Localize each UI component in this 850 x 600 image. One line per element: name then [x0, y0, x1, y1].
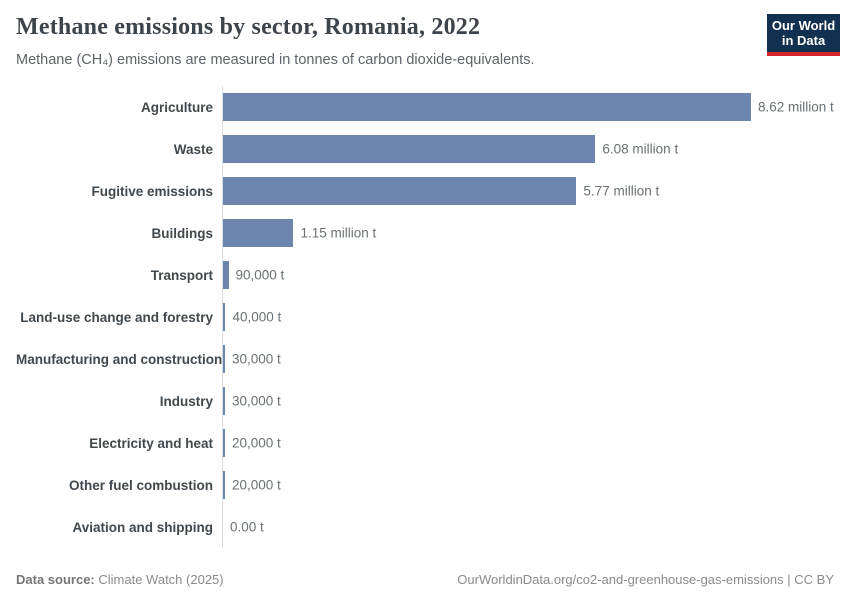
- chart-title: Methane emissions by sector, Romania, 20…: [16, 14, 481, 40]
- value-label: 90,000 t: [235, 267, 285, 283]
- chart-row: Buildings 1.15 million t: [16, 212, 834, 254]
- bar[interactable]: [223, 261, 229, 289]
- bar-area: 0.00 t: [222, 513, 834, 541]
- value-label: 30,000 t: [232, 393, 281, 409]
- category-label: Electricity and heat: [89, 435, 213, 451]
- data-source: Data source: Climate Watch (2025): [16, 572, 224, 587]
- owid-logo[interactable]: Our World in Data: [767, 14, 840, 56]
- logo-text-line2: in Data: [781, 33, 826, 49]
- bar-area: 30,000 t: [222, 345, 834, 373]
- chart-row: Other fuel combustion 20,000 t: [16, 464, 834, 506]
- bar[interactable]: [223, 219, 294, 247]
- data-source-value: Climate Watch (2025): [98, 572, 224, 587]
- value-label: 20,000 t: [232, 435, 281, 451]
- chart-row: Waste 6.08 million t: [16, 128, 834, 170]
- category-label: Waste: [173, 141, 213, 157]
- category-label: Manufacturing and construction: [16, 351, 222, 367]
- chart-row: Transport 90,000 t: [16, 254, 834, 296]
- bar[interactable]: [223, 471, 225, 499]
- category-label: Aviation and shipping: [72, 519, 214, 535]
- value-label: 20,000 t: [232, 477, 281, 493]
- chart-subtitle: Methane (CH₄) emissions are measured in …: [16, 52, 535, 68]
- category-label: Transport: [150, 267, 213, 283]
- bar[interactable]: [223, 303, 226, 331]
- category-label: Fugitive emissions: [91, 183, 213, 199]
- bar-area: 6.08 million t: [222, 135, 834, 163]
- chart-row: Agriculture 8.62 million t: [16, 86, 834, 128]
- logo-text-line1: Our World: [771, 18, 836, 33]
- chart-footer: Data source: Climate Watch (2025) OurWor…: [16, 572, 834, 587]
- bar-area: 30,000 t: [222, 387, 834, 415]
- bar-area: 40,000 t: [222, 303, 834, 331]
- category-label: Land-use change and forestry: [20, 309, 213, 325]
- bar-area: 8.62 million t: [222, 93, 834, 121]
- value-label: 6.08 million t: [602, 141, 679, 157]
- category-label: Buildings: [151, 225, 214, 241]
- value-label: 0.00 t: [230, 519, 264, 535]
- bar-area: 5.77 million t: [222, 177, 834, 205]
- category-label: Agriculture: [140, 99, 213, 115]
- value-label: 8.62 million t: [758, 99, 834, 115]
- chart-row: Electricity and heat 20,000 t: [16, 422, 834, 464]
- chart-row: Manufacturing and construction 30,000 t: [16, 338, 834, 380]
- chart-row: Land-use change and forestry 40,000 t: [16, 296, 834, 338]
- bar-chart: Agriculture 8.62 million t Waste 6.08 milli…: [16, 86, 834, 548]
- category-label: Other fuel combustion: [68, 477, 213, 493]
- bar-area: 1.15 million t: [222, 219, 834, 247]
- chart-row: Fugitive emissions 5.77 million t: [16, 170, 834, 212]
- bar[interactable]: [223, 345, 225, 373]
- bar-area: 20,000 t: [222, 471, 834, 499]
- footer-citation-link[interactable]: OurWorldinData.org/co2-and-greenhouse-ga…: [457, 572, 834, 587]
- value-label: 30,000 t: [232, 351, 281, 367]
- value-label: 1.15 million t: [300, 225, 377, 241]
- value-label: 5.77 million t: [583, 183, 660, 199]
- chart-row: Industry 30,000 t: [16, 380, 834, 422]
- data-source-label: Data source:: [16, 572, 95, 587]
- bar[interactable]: [223, 387, 225, 415]
- bar-area: 20,000 t: [222, 429, 834, 457]
- chart-row: Aviation and shipping 0.00 t: [16, 506, 834, 548]
- value-label: 40,000 t: [232, 309, 282, 325]
- bar[interactable]: [223, 429, 225, 457]
- bar[interactable]: [223, 177, 577, 205]
- bar[interactable]: [223, 135, 596, 163]
- category-label: Industry: [159, 393, 213, 409]
- y-axis-line: [222, 86, 223, 548]
- chart-rows: Agriculture 8.62 million t Waste 6.08 milli…: [16, 86, 834, 548]
- bar[interactable]: [223, 93, 751, 121]
- bar-area: 90,000 t: [222, 261, 834, 289]
